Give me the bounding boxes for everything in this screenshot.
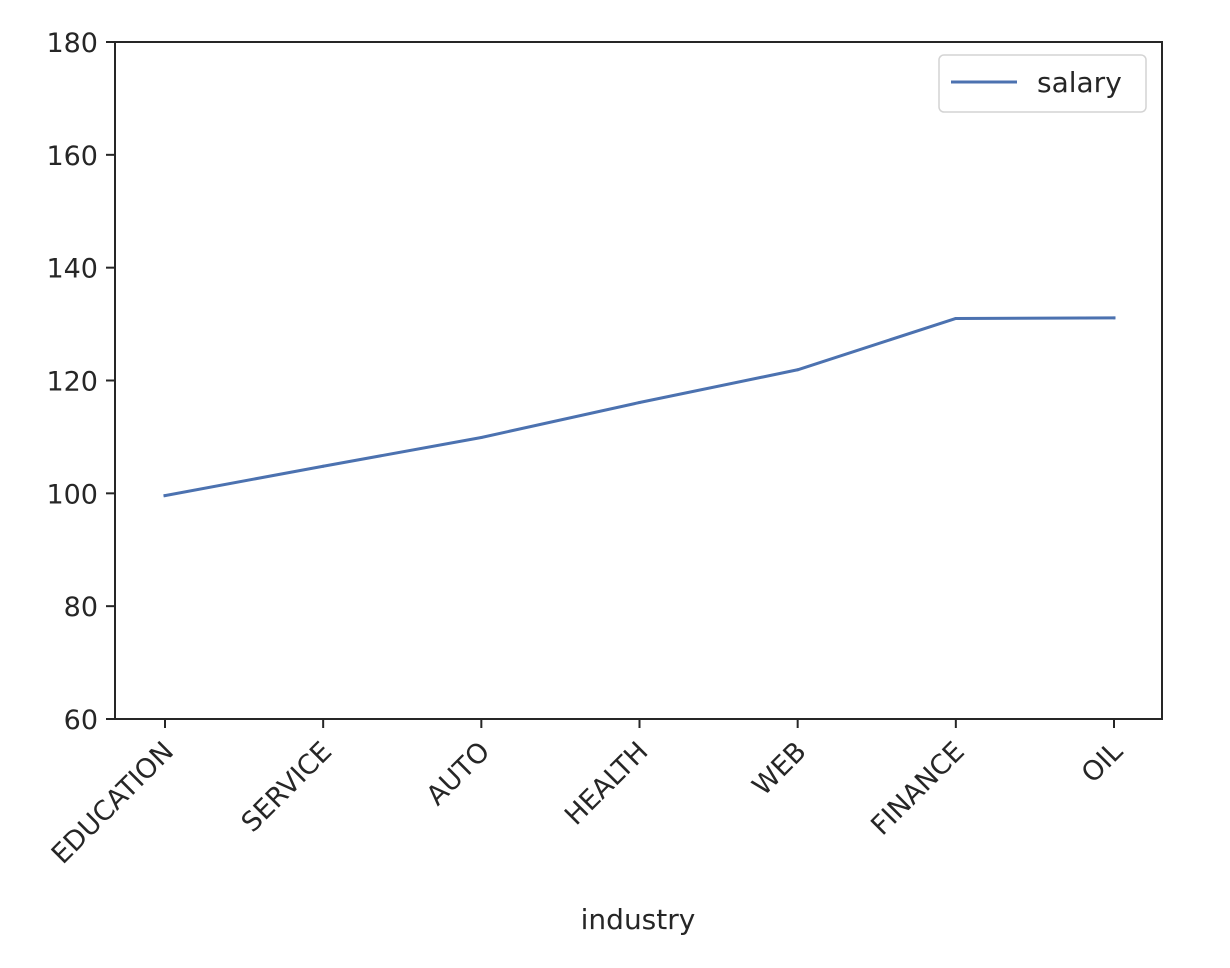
data-point bbox=[1112, 316, 1116, 320]
y-tick-label: 80 bbox=[64, 592, 98, 623]
data-point bbox=[954, 316, 958, 320]
x-axis-label: industry bbox=[581, 903, 696, 936]
y-tick-label: 100 bbox=[46, 479, 98, 510]
legend-box bbox=[938, 54, 1147, 113]
data-point bbox=[638, 401, 641, 405]
y-tick-label: 180 bbox=[46, 28, 98, 59]
data-point bbox=[321, 464, 325, 468]
plot-frame bbox=[114, 41, 1163, 720]
y-axis: 60 80 100 120 140 160 180 bbox=[46, 28, 115, 736]
series-layer bbox=[163, 316, 1116, 498]
y-tick-label: 60 bbox=[64, 705, 98, 736]
y-tick-label: 140 bbox=[46, 254, 98, 285]
data-point bbox=[479, 435, 483, 439]
legend-label-salary: salary bbox=[1037, 66, 1122, 99]
legend: salary bbox=[938, 54, 1147, 113]
y-tick-label: 160 bbox=[46, 141, 98, 172]
data-point bbox=[163, 494, 167, 498]
y-tick-label: 120 bbox=[46, 367, 98, 398]
data-point bbox=[796, 368, 800, 372]
